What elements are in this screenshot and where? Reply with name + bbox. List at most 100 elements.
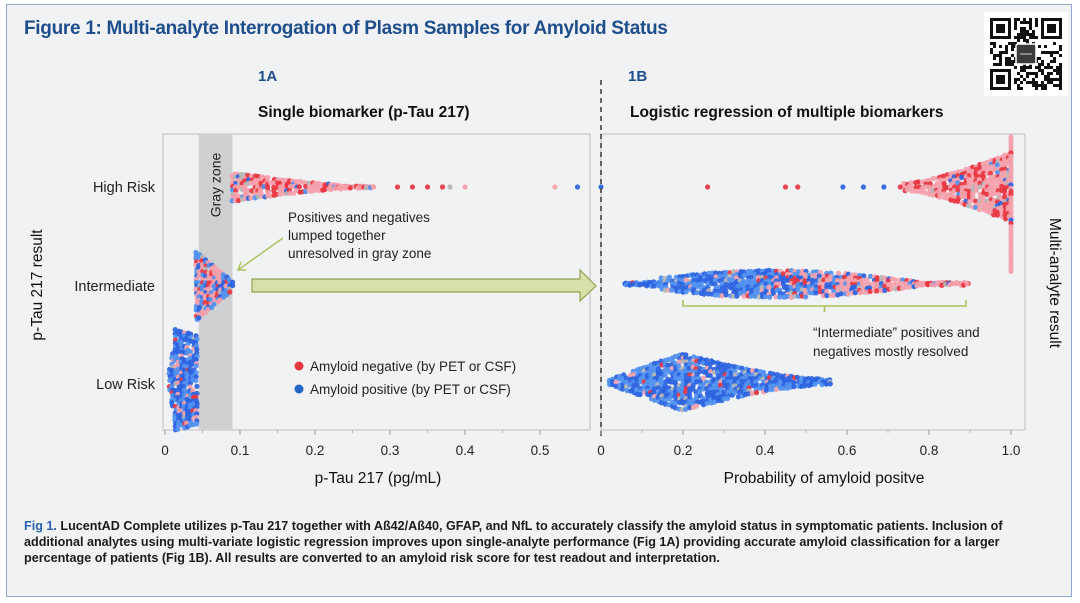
qr-module [1047,78,1050,81]
qr-module [1026,75,1029,78]
data-point [988,157,994,164]
data-point [723,273,729,279]
data-point [892,277,898,283]
data-point [977,180,983,186]
qr-module [1038,57,1041,60]
data-point [296,184,302,190]
data-point [959,174,965,180]
data-point [409,184,416,190]
data-point [205,286,211,292]
qr-module [1026,72,1029,75]
data-point [861,273,867,279]
data-point [828,270,834,276]
qr-module [1026,21,1029,24]
data-point [953,281,960,287]
y-axis-label-1a: p-Tau 217 result [29,229,46,341]
qr-module [990,51,993,54]
data-point [766,284,772,290]
data-point [690,400,696,406]
data-point [194,383,200,389]
data-point [838,291,844,297]
qr-module [1050,81,1053,84]
x-axis-label-1a: p-Tau 217 (pg/mL) [315,470,442,487]
qr-module [993,45,996,48]
qr-module [1059,78,1062,81]
qr-module [1014,21,1017,24]
data-point [637,392,643,398]
qr-module [1056,51,1059,54]
data-point [723,284,729,290]
data-point [952,184,958,190]
data-point [627,382,633,388]
data-point [977,184,983,190]
qr-module [1041,87,1044,90]
data-point [194,411,200,417]
qr-module [1050,72,1053,75]
data-point [962,190,968,196]
qr-module [990,42,993,45]
data-point [196,315,202,321]
data-point [196,273,202,279]
qr-module [1044,84,1047,87]
qr-module [1035,72,1038,75]
qr-module [1005,63,1008,66]
data-point [634,382,640,389]
data-point [955,187,961,193]
data-point [897,184,903,190]
qr-module [1026,33,1029,36]
data-point [227,289,233,295]
data-point [762,294,769,300]
data-point [995,170,1001,176]
qr-module [999,45,1002,48]
data-point [867,288,873,294]
qr-module [1053,84,1056,87]
data-point [809,376,815,382]
qr-module [1059,54,1062,57]
data-point [196,290,202,296]
data-point [749,287,755,293]
data-point [701,291,707,297]
legend-label-positive: Amyloid positive (by PET or CSF) [310,382,511,397]
qr-module [1059,81,1062,84]
qr-module [1023,21,1026,24]
qr-module [1047,72,1050,75]
qr-module [1032,72,1035,75]
qr-module [1050,78,1053,81]
data-point [665,277,671,283]
data-point [717,278,723,284]
data-point [704,357,710,363]
caption-lead: Fig 1. [24,519,57,533]
data-point [665,362,671,368]
data-point [303,183,309,190]
data-point [791,379,797,386]
qr-module [1038,69,1041,72]
qr-module [999,60,1002,63]
data-point [780,271,787,277]
annotation-bracket-1b [682,300,967,312]
data-point [976,206,982,213]
qr-module [1038,66,1041,69]
x-tick-label: 0 [597,443,605,458]
qr-module [1044,51,1047,54]
qr-module [1023,78,1026,81]
data-point [937,187,943,193]
data-point [211,301,217,307]
data-point [694,379,700,385]
qr-module [1023,30,1026,33]
data-point [748,293,754,299]
data-point [991,190,997,196]
data-point [831,288,837,294]
qr-module [1017,36,1020,39]
data-point [705,184,711,190]
data-point [763,387,770,393]
qr-module [1011,48,1014,51]
data-point [824,284,830,290]
data-point [784,284,790,290]
qr-module [1029,24,1032,27]
qr-module [1014,66,1017,69]
data-point [238,171,244,178]
qr-module [1038,45,1041,48]
data-point [659,389,665,395]
qr-module [1059,45,1062,48]
data-point [716,288,722,294]
